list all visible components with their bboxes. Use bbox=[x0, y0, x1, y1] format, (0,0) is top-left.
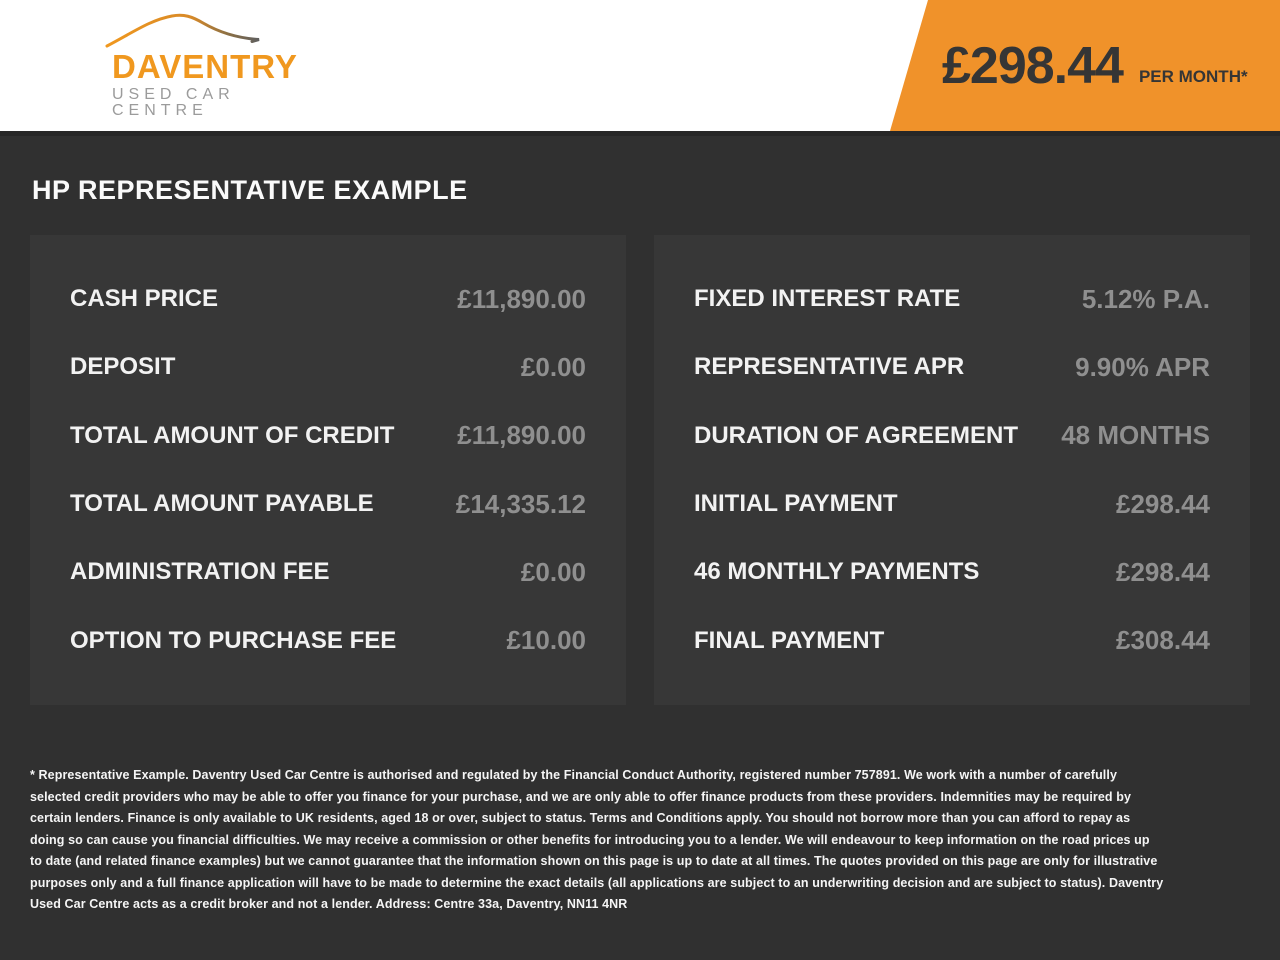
header-bar: DAVENTRY USED CAR CENTRE £298.44 PER MON… bbox=[0, 0, 1280, 131]
dealer-logo-subtitle: USED CAR CENTRE bbox=[112, 86, 235, 119]
row-admin-fee: ADMINISTRATION FEE £0.00 bbox=[70, 538, 586, 606]
row-label: DURATION OF AGREEMENT bbox=[694, 421, 1018, 449]
main-content: HP REPRESENTATIVE EXAMPLE CASH PRICE £11… bbox=[0, 175, 1280, 916]
monthly-price-amount: £298.44 bbox=[942, 36, 1124, 95]
row-value: £11,890.00 bbox=[457, 283, 586, 314]
row-deposit: DEPOSIT £0.00 bbox=[70, 333, 586, 401]
monthly-price-period: PER MONTH* bbox=[1138, 66, 1248, 86]
row-value: 5.12% P.A. bbox=[1081, 283, 1210, 314]
row-option-to-purchase-fee: OPTION TO PURCHASE FEE £10.00 bbox=[70, 607, 586, 675]
row-duration: DURATION OF AGREEMENT 48 MONTHS bbox=[694, 402, 1210, 470]
car-swoosh-icon bbox=[105, 13, 260, 48]
row-representative-apr: REPRESENTATIVE APR 9.90% APR bbox=[694, 333, 1210, 401]
row-value: £308.44 bbox=[1116, 625, 1210, 656]
row-final-payment: FINAL PAYMENT £308.44 bbox=[694, 607, 1210, 675]
row-value: £0.00 bbox=[520, 351, 586, 382]
row-monthly-payments: 46 MONTHLY PAYMENTS £298.44 bbox=[694, 538, 1210, 606]
row-label: REPRESENTATIVE APR bbox=[694, 353, 965, 381]
row-label: 46 MONTHLY PAYMENTS bbox=[694, 558, 980, 586]
row-value: £11,890.00 bbox=[457, 420, 586, 451]
row-label: TOTAL AMOUNT OF CREDIT bbox=[70, 421, 395, 449]
monthly-price-banner: £298.44 PER MONTH* bbox=[890, 0, 1280, 131]
header-divider bbox=[0, 131, 1280, 136]
row-label: CASH PRICE bbox=[70, 285, 219, 313]
page-title: HP REPRESENTATIVE EXAMPLE bbox=[32, 175, 468, 205]
row-label: INITIAL PAYMENT bbox=[694, 490, 898, 518]
row-label: FINAL PAYMENT bbox=[694, 626, 885, 654]
row-total-credit: TOTAL AMOUNT OF CREDIT £11,890.00 bbox=[70, 402, 586, 470]
finance-panel-left: CASH PRICE £11,890.00 DEPOSIT £0.00 TOTA… bbox=[30, 235, 626, 705]
dealer-logo: DAVENTRY USED CAR CENTRE bbox=[105, 10, 312, 119]
row-value: £298.44 bbox=[1116, 488, 1210, 519]
row-value: £298.44 bbox=[1116, 556, 1210, 587]
row-label: DEPOSIT bbox=[70, 353, 176, 381]
row-value: £14,335.12 bbox=[455, 488, 586, 519]
row-value: 9.90% APR bbox=[1075, 351, 1210, 382]
row-label: FIXED INTEREST RATE bbox=[694, 285, 961, 313]
row-initial-payment: INITIAL PAYMENT £298.44 bbox=[694, 470, 1210, 538]
finance-panel-right: FIXED INTEREST RATE 5.12% P.A. REPRESENT… bbox=[654, 235, 1250, 705]
row-total-payable: TOTAL AMOUNT PAYABLE £14,335.12 bbox=[70, 470, 586, 538]
row-value: 48 MONTHS bbox=[1061, 420, 1210, 451]
dealer-logo-name: DAVENTRY bbox=[112, 48, 298, 85]
row-label: TOTAL AMOUNT PAYABLE bbox=[70, 490, 374, 518]
row-fixed-interest-rate: FIXED INTEREST RATE 5.12% P.A. bbox=[694, 265, 1210, 333]
row-label: ADMINISTRATION FEE bbox=[70, 558, 330, 586]
finance-panels: CASH PRICE £11,890.00 DEPOSIT £0.00 TOTA… bbox=[30, 235, 1250, 705]
row-value: £0.00 bbox=[520, 556, 586, 587]
row-label: OPTION TO PURCHASE FEE bbox=[70, 626, 397, 654]
row-cash-price: CASH PRICE £11,890.00 bbox=[70, 265, 586, 333]
row-value: £10.00 bbox=[506, 625, 586, 656]
legal-disclaimer: * Representative Example. Daventry Used … bbox=[30, 768, 1164, 911]
